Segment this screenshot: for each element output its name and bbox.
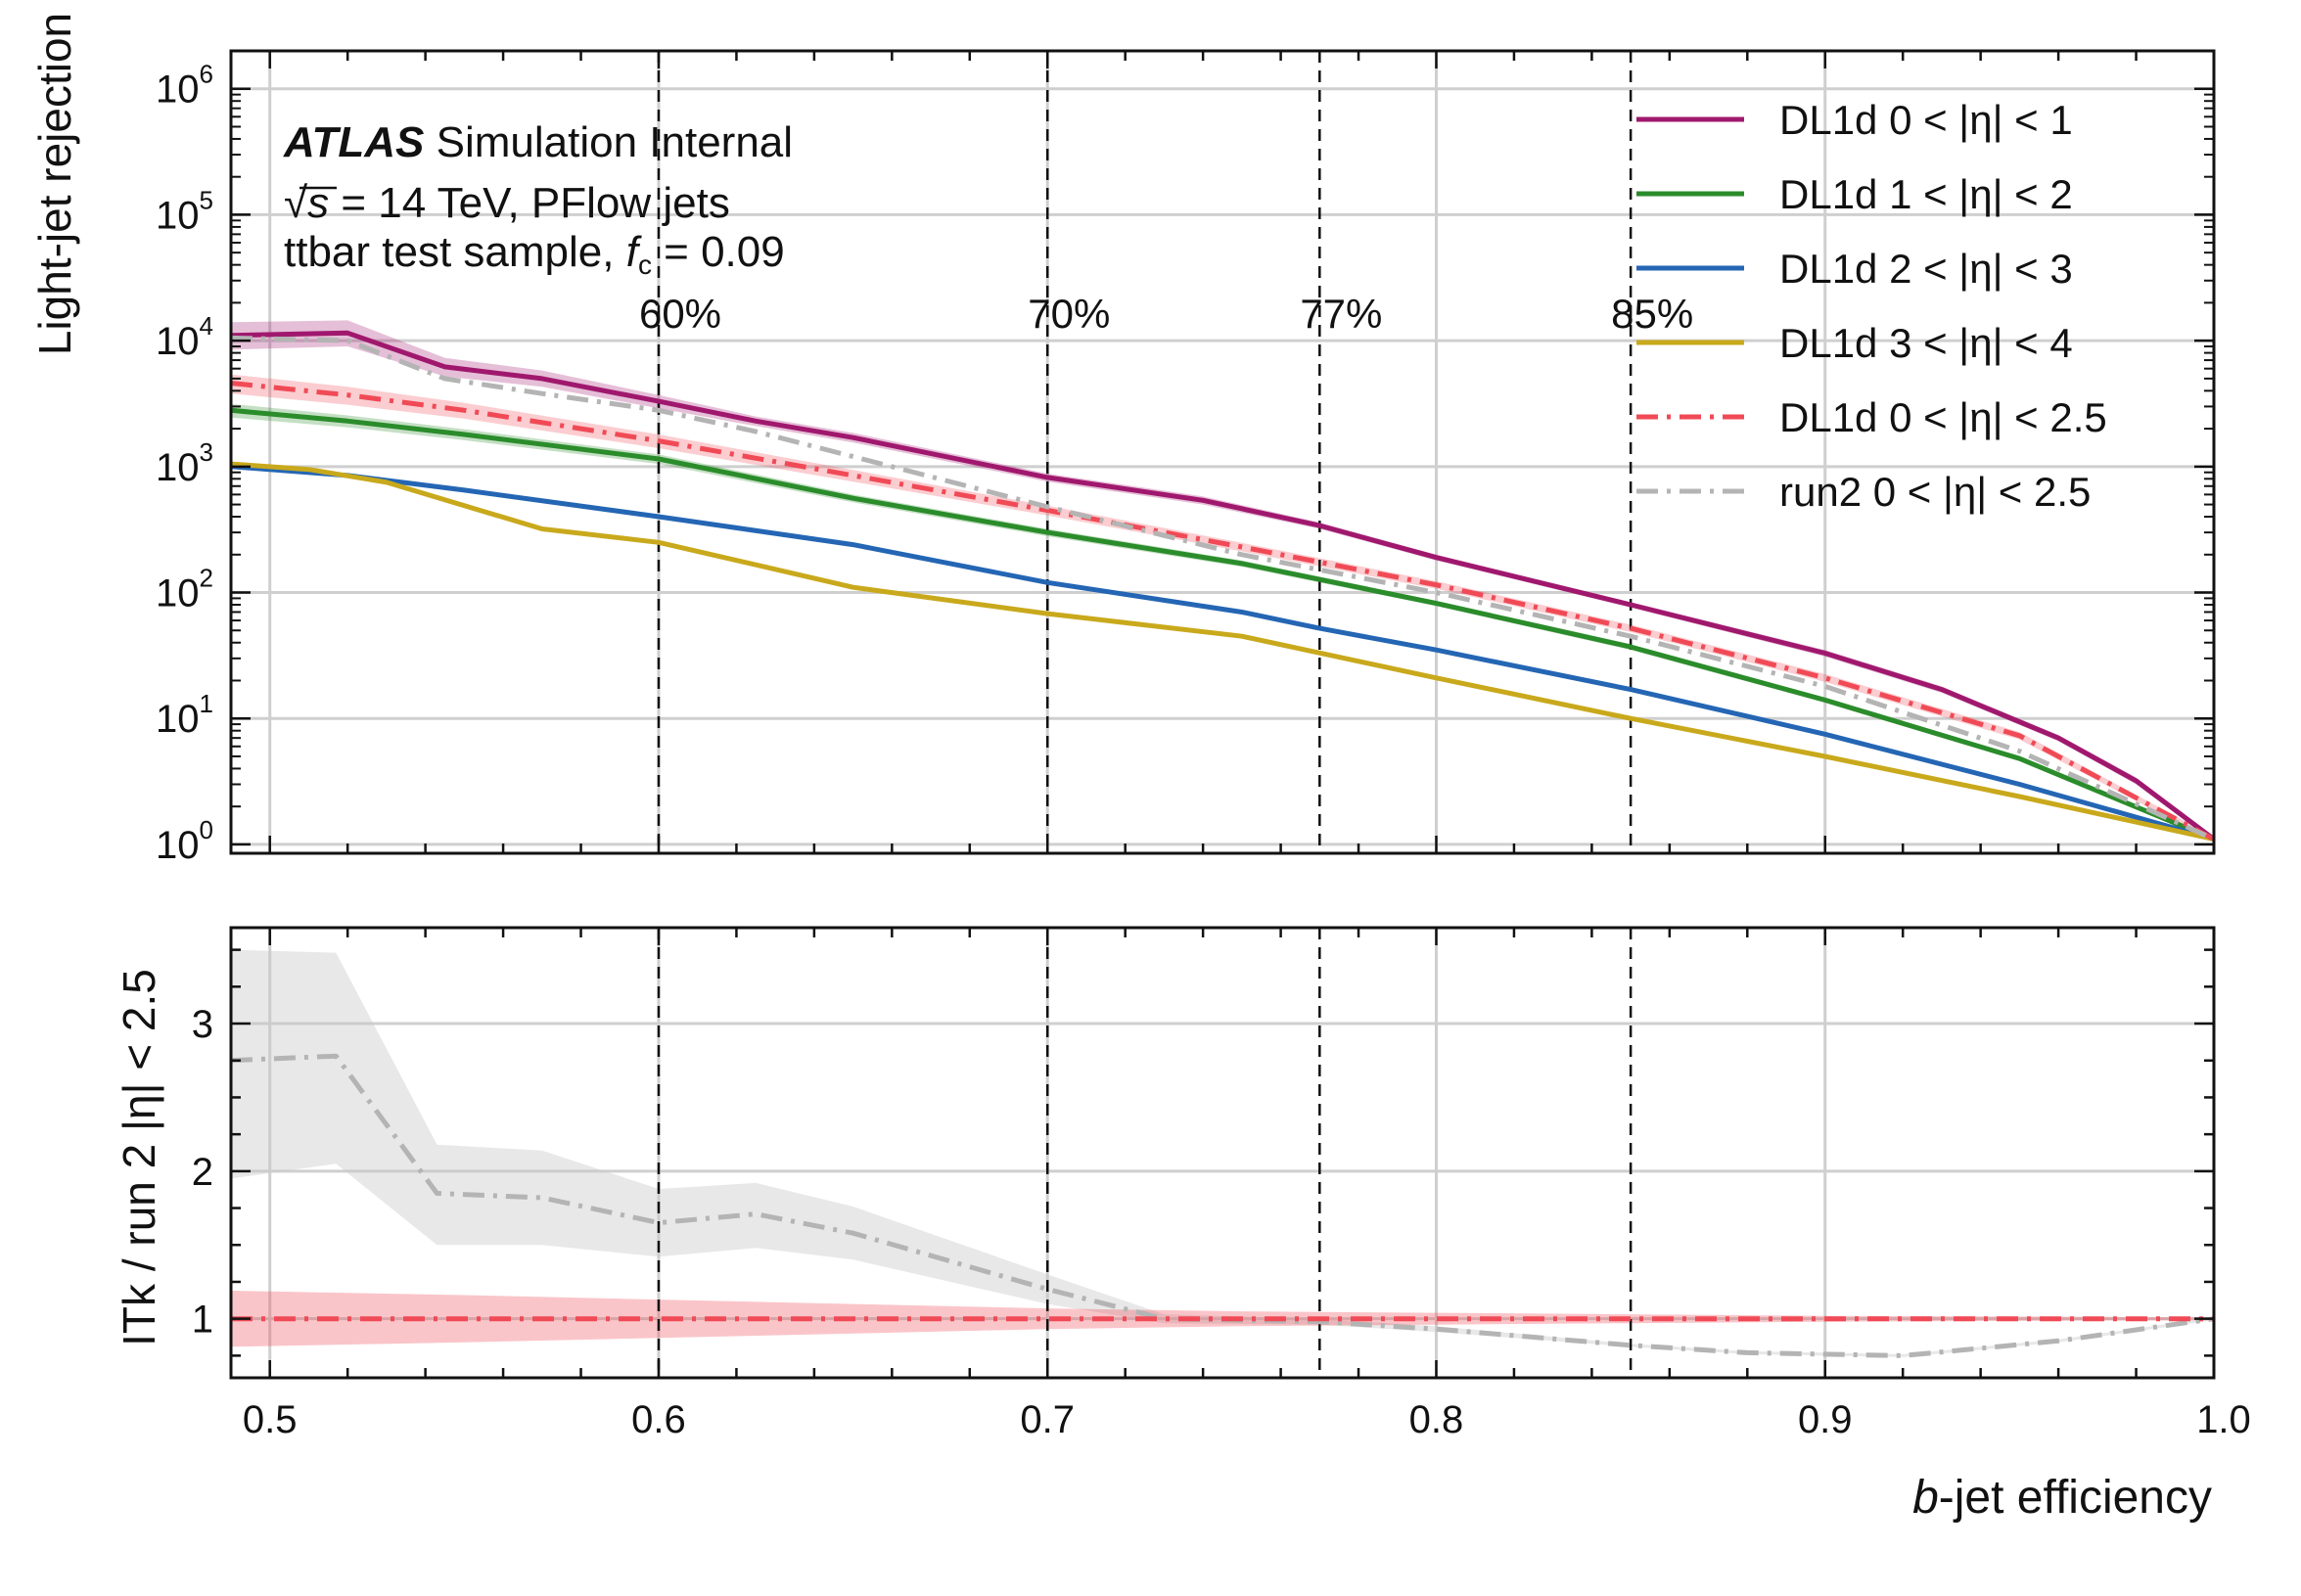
sqrt-symbol: √ bbox=[284, 179, 308, 227]
main-y-tick-label: 103 bbox=[156, 437, 213, 489]
main-series-line bbox=[230, 330, 2216, 842]
ratio-y-tick-label: 1 bbox=[192, 1299, 213, 1342]
x-tick-label: 0.9 bbox=[1798, 1398, 1853, 1441]
atlas-label-line: ATLAS Simulation Internal bbox=[283, 118, 793, 166]
main-panel: 100 101 102 103 104 105 106 Light-jet rejectio… bbox=[29, 13, 2216, 867]
main-grid bbox=[231, 51, 2216, 853]
ratio-series-lines bbox=[230, 1053, 2215, 1358]
ratio-y-tick-label: 2 bbox=[192, 1151, 213, 1194]
x-tick-labels: 0.5 0.6 0.7 0.8 0.9 1.0 bbox=[243, 1398, 2251, 1441]
x-axis-label: b-jet efficiency bbox=[1912, 1472, 2212, 1524]
atlas-status: Simulation Internal bbox=[424, 118, 793, 166]
sample-text: ttbar test sample, bbox=[284, 228, 626, 276]
x-tick-label: 0.8 bbox=[1409, 1398, 1464, 1441]
legend: DL1d 0 < |η| < 1 DL1d 1 < |η| < 2 DL1d 2 <… bbox=[1636, 97, 2107, 515]
ratio-working-point-lines bbox=[657, 928, 1633, 1378]
main-series-line bbox=[230, 335, 2216, 842]
main-series-line bbox=[230, 407, 2215, 842]
working-point-label: 70% bbox=[1028, 291, 1110, 337]
main-frame bbox=[229, 49, 2216, 855]
ratio-plot-area bbox=[231, 928, 2214, 1378]
energy-line: √s = 14 TeV, PFlow jets bbox=[284, 179, 730, 227]
legend-label: run2 0 < |η| < 2.5 bbox=[1779, 469, 2091, 515]
ratio-series-line bbox=[230, 1053, 2215, 1358]
legend-label: DL1d 1 < |η| < 2 bbox=[1779, 171, 2073, 217]
working-point-label: 85% bbox=[1611, 291, 1693, 337]
x-tick-label: 0.7 bbox=[1020, 1398, 1075, 1441]
main-series-lines bbox=[230, 330, 2216, 843]
fc-subscript: c bbox=[638, 250, 652, 280]
main-y-tick-label: 101 bbox=[156, 689, 213, 741]
main-y-tick-label: 102 bbox=[156, 564, 213, 616]
working-point-label: 77% bbox=[1300, 291, 1382, 337]
main-y-tick-label: 106 bbox=[156, 60, 213, 112]
legend-label: DL1d 0 < |η| < 1 bbox=[1779, 97, 2073, 143]
atlas-label: ATLAS bbox=[283, 118, 424, 166]
legend-label: DL1d 0 < |η| < 2.5 bbox=[1779, 394, 2107, 440]
sample-line: ttbar test sample, fc = 0.09 bbox=[284, 228, 785, 280]
fc-value: = 0.09 bbox=[652, 228, 785, 276]
legend-label: DL1d 2 < |η| < 3 bbox=[1779, 246, 2073, 292]
main-y-tick-label: 100 bbox=[156, 815, 213, 867]
x-tick-label: 0.6 bbox=[631, 1398, 686, 1441]
main-series-line bbox=[230, 461, 2215, 843]
sqrt-s-symbol: s bbox=[307, 179, 329, 227]
energy-text: = 14 TeV, PFlow jets bbox=[329, 179, 730, 227]
ratio-y-axis-label: ITk / run 2 |η| < 2.5 bbox=[114, 969, 164, 1346]
x-tick-label: 1.0 bbox=[2196, 1398, 2251, 1441]
atlas-annotation: ATLAS Simulation Internal √s = 14 TeV, P… bbox=[283, 118, 793, 280]
working-point-labels: 60% 70% 77% 85% bbox=[639, 291, 1693, 337]
legend-label: DL1d 3 < |η| < 4 bbox=[1779, 320, 2073, 366]
ratio-frame bbox=[229, 926, 2216, 1380]
ratio-y-tick-label: 3 bbox=[192, 1003, 213, 1046]
ratio-tick-marks bbox=[231, 928, 2216, 1378]
main-y-tick-labels: 100 101 102 103 104 105 106 bbox=[156, 60, 213, 867]
x-tick-label: 0.5 bbox=[243, 1398, 298, 1441]
ratio-y-tick-labels: 1 2 3 bbox=[192, 1003, 213, 1342]
x-axis-label-italic: b bbox=[1912, 1472, 1939, 1524]
main-series-line bbox=[230, 464, 2215, 843]
x-axis-label-rest: -jet efficiency bbox=[1939, 1472, 2212, 1524]
working-point-label: 60% bbox=[639, 291, 721, 337]
main-y-axis-label: Light-jet rejection bbox=[29, 13, 80, 355]
ratio-panel: 1 2 3 0.5 0.6 0.7 0.8 0.9 1.0 ITk / run 2 |η| <… bbox=[114, 926, 2251, 1524]
main-y-tick-label: 105 bbox=[156, 185, 213, 237]
main-y-tick-label: 104 bbox=[156, 311, 213, 363]
